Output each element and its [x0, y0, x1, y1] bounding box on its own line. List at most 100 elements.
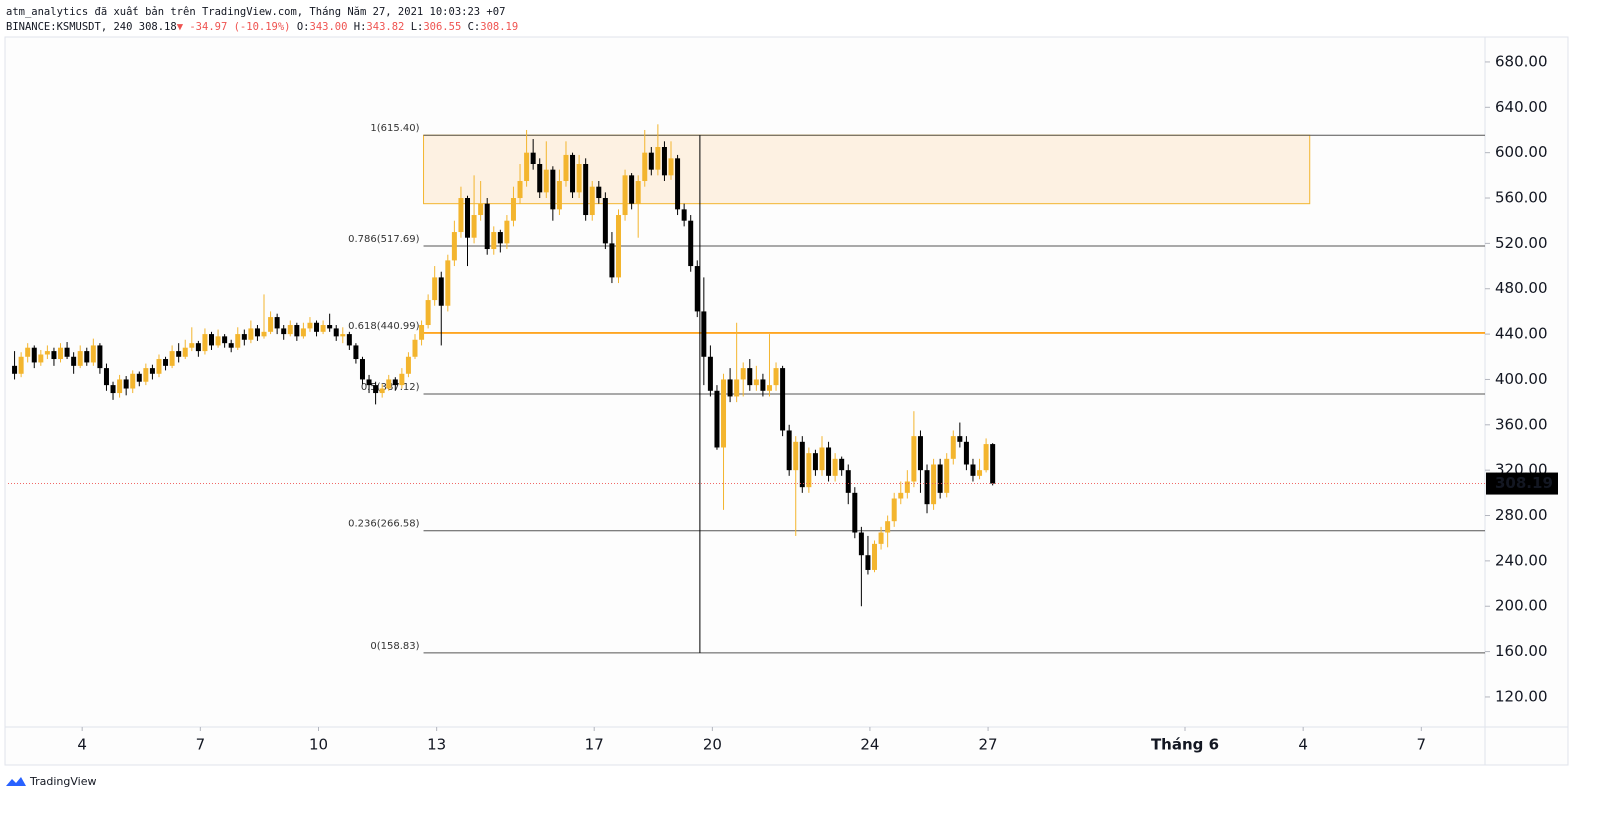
candle-body — [937, 464, 943, 493]
x-tick-label: 17 — [585, 736, 604, 754]
candle-body — [583, 164, 589, 216]
candle-body — [957, 436, 963, 442]
candle-body — [327, 325, 333, 329]
candle-body — [195, 343, 201, 352]
candle-body — [497, 232, 503, 244]
candle-body — [845, 470, 851, 493]
candle-body — [563, 154, 569, 182]
candle-body — [832, 458, 838, 476]
x-tick-label: 10 — [309, 736, 328, 754]
y-tick-label: 600.00 — [1495, 143, 1548, 161]
candle-body — [202, 334, 208, 352]
candle-body — [228, 343, 234, 348]
candle-body — [530, 152, 536, 165]
candle-body — [386, 379, 392, 389]
candle-body — [983, 444, 989, 471]
x-tick-label: Tháng 6 — [1151, 736, 1219, 754]
candle-body — [379, 388, 385, 394]
candle-body — [570, 154, 576, 193]
candle-body — [701, 311, 707, 357]
candle-body — [786, 430, 792, 471]
candle-body — [425, 300, 431, 326]
candle-body — [71, 356, 77, 366]
candle-body — [189, 343, 195, 348]
y-tick-label: 560.00 — [1495, 189, 1548, 207]
candle-body — [281, 328, 287, 335]
candle-body — [117, 379, 123, 394]
candle-body — [136, 373, 142, 382]
candle-body — [268, 317, 274, 332]
candle-body — [799, 441, 805, 488]
candle-body — [878, 532, 884, 544]
candle-body — [97, 345, 103, 369]
candle-body — [944, 458, 950, 493]
candle-body — [25, 347, 31, 357]
fib-label: 0.786(517.69) — [348, 234, 420, 245]
candle-body — [609, 243, 615, 278]
candle-body — [58, 347, 64, 360]
candle-body — [655, 146, 661, 170]
ohlc-value: 306.55 — [423, 21, 461, 33]
candle-body — [163, 359, 169, 366]
candle-body — [806, 453, 812, 488]
logo: TradingView — [6, 775, 96, 788]
candle-body — [84, 351, 90, 363]
candle-body — [156, 359, 162, 374]
candle-body — [346, 334, 352, 346]
x-tick-label: 27 — [979, 736, 998, 754]
candle-body — [721, 379, 727, 448]
candle-body — [208, 334, 214, 346]
candle-body — [149, 368, 155, 374]
price: 308.18 — [139, 21, 177, 33]
candle-body — [438, 277, 444, 306]
candle-body — [898, 492, 904, 499]
candle-body — [924, 470, 930, 505]
candle-body — [773, 368, 779, 386]
candle-body — [629, 175, 635, 204]
fib-label: 0(158.83) — [370, 641, 419, 652]
candle-body — [294, 325, 300, 337]
candle-body — [274, 317, 280, 329]
x-tick-label: 7 — [196, 736, 206, 754]
candle-body — [366, 379, 372, 386]
candle-body — [642, 152, 648, 182]
y-tick-label: 200.00 — [1495, 597, 1548, 615]
candle-body — [103, 368, 109, 386]
candle-body — [596, 186, 602, 199]
candle-body — [31, 347, 37, 363]
candle-body — [550, 169, 556, 210]
x-tick-label: 4 — [77, 736, 87, 754]
candle-body — [931, 464, 937, 505]
candle-body — [648, 152, 654, 170]
candle-body — [241, 334, 247, 340]
candle-body — [826, 447, 832, 476]
candle-body — [688, 220, 694, 267]
candle-body — [661, 146, 667, 176]
candle-body — [445, 260, 451, 306]
change: -34.97 (-10.19%) — [189, 21, 290, 33]
candle-body — [90, 345, 96, 363]
candle-body — [123, 379, 129, 389]
y-tick-label: 440.00 — [1495, 325, 1548, 343]
candle-body — [510, 198, 516, 221]
candle-body — [858, 532, 864, 556]
candle-body — [714, 390, 720, 448]
candle-body — [130, 373, 136, 389]
candle-body — [753, 379, 759, 386]
candle-body — [412, 339, 418, 357]
symbol: BINANCE:KSMUSDT, 240 — [6, 21, 132, 33]
candle-body — [589, 186, 595, 216]
x-tick-label: 7 — [1417, 736, 1427, 754]
candle-body — [524, 152, 530, 182]
candle-body — [556, 181, 562, 210]
last-price-label: 308.19 — [1495, 474, 1553, 492]
y-tick-label: 640.00 — [1495, 98, 1548, 116]
chart-frame — [4, 36, 1569, 766]
y-tick-label: 360.00 — [1495, 415, 1548, 433]
candle-body — [287, 325, 293, 335]
candle-body — [727, 379, 733, 397]
candle-body — [734, 379, 740, 397]
candle-body — [471, 215, 477, 238]
candle-body — [491, 232, 497, 250]
candle-body — [681, 209, 687, 221]
